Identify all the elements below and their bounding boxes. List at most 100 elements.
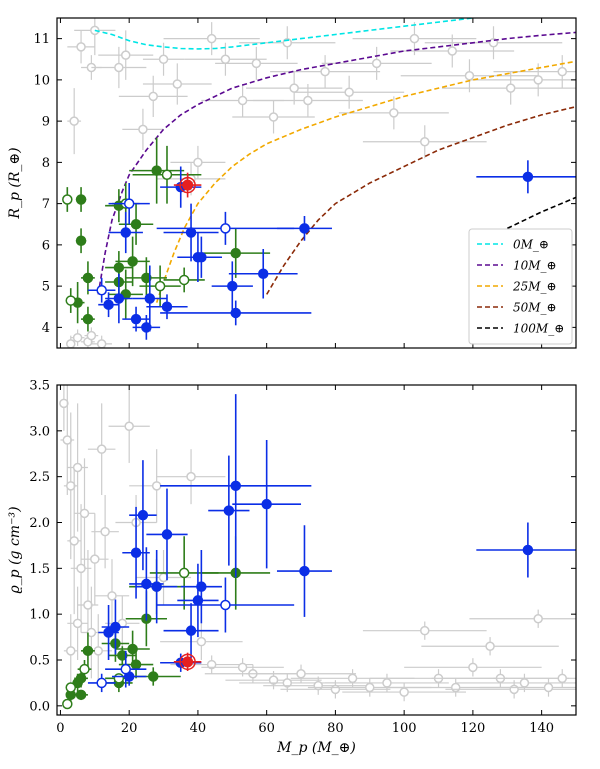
marker [151,481,162,491]
x-tick-label: 100 [392,721,417,736]
literature-point [63,412,78,560]
marker [289,83,299,93]
marker [147,671,159,682]
planet-point [276,525,332,617]
marker [178,274,190,286]
literature-point [91,495,119,569]
marker [251,58,262,69]
marker [103,299,114,310]
marker [130,219,142,230]
literature-point [479,678,576,697]
literature-point [81,55,102,80]
marker [533,614,543,624]
legend-label: 10M_⊕ [513,259,557,273]
axes-frame [56,384,577,716]
marker [257,268,269,279]
planet-point [108,183,150,225]
planet-point [108,269,143,320]
y-tick-label: 2.5 [29,470,50,485]
marker [96,677,107,689]
planet-point [180,236,222,278]
marker [114,62,124,73]
marker [59,398,69,409]
marker [522,171,534,183]
literature-point [67,586,88,660]
planet-point [105,273,133,324]
planet-point [146,488,188,581]
literature-point [246,71,343,105]
marker [557,673,568,684]
marker [72,462,83,473]
marker [151,581,162,592]
marker [447,46,458,56]
planet-point [211,261,253,311]
planet-point [201,228,271,278]
marker [268,112,279,122]
marker [320,66,330,77]
planet-point [173,172,202,198]
planet-point [87,277,116,303]
marker [557,66,568,77]
marker [519,678,530,688]
marker [65,339,76,348]
marker [230,480,241,492]
marker [464,71,475,81]
literature-point [493,55,576,89]
literature-point [352,22,477,56]
marker [96,444,107,454]
literature-point [67,88,82,155]
planet-point [77,660,92,679]
marker [230,307,241,319]
marker [409,33,420,44]
marker [100,526,110,537]
y-tick-label: 1.0 [29,608,50,623]
literature-point [294,75,405,109]
literature-point [163,22,260,56]
literature-point [404,658,542,677]
literature-point [170,145,226,179]
planet-point [136,550,178,624]
marker [75,689,87,701]
model-curve [266,105,576,295]
marker [299,565,310,577]
marker [206,33,217,44]
marker [79,508,90,519]
marker [158,54,169,64]
marker [543,682,554,693]
literature-point [239,26,336,60]
marker [120,50,131,60]
y-axis: 0.0 0.5 1.0 1.5 2.0 2.5 3.0 3.5 [29,379,576,714]
planet-point [98,292,119,318]
planet-point [139,265,181,307]
planet-point [108,211,143,254]
marker [117,650,128,661]
planet-point [476,160,576,194]
axes-frame [56,17,577,349]
x-axis [59,18,543,348]
literature-point [91,46,147,89]
marker [120,663,131,675]
plot-area [59,385,576,710]
marker [420,137,430,147]
marker-ring [179,653,196,671]
marker [75,235,87,246]
marker [382,678,392,688]
marker [72,332,83,343]
model-curve [506,196,576,230]
marker [185,227,197,238]
literature-point [108,389,150,463]
marker [420,625,430,636]
marker [268,675,279,685]
marker [196,636,207,647]
literature-point [74,458,95,569]
density-mass-panel: 0 20 40 60 80 100 120 140 0.0 0.5 1.0 1.5 2.0 2.5 3.0 3… [7,379,577,756]
planet-point [156,577,295,633]
planet-point [476,522,576,578]
planet-point [160,394,312,578]
marker [223,505,235,516]
planet-point [232,440,302,569]
planet-point [228,249,298,299]
literature-point [87,403,116,495]
literature-point [142,42,185,76]
